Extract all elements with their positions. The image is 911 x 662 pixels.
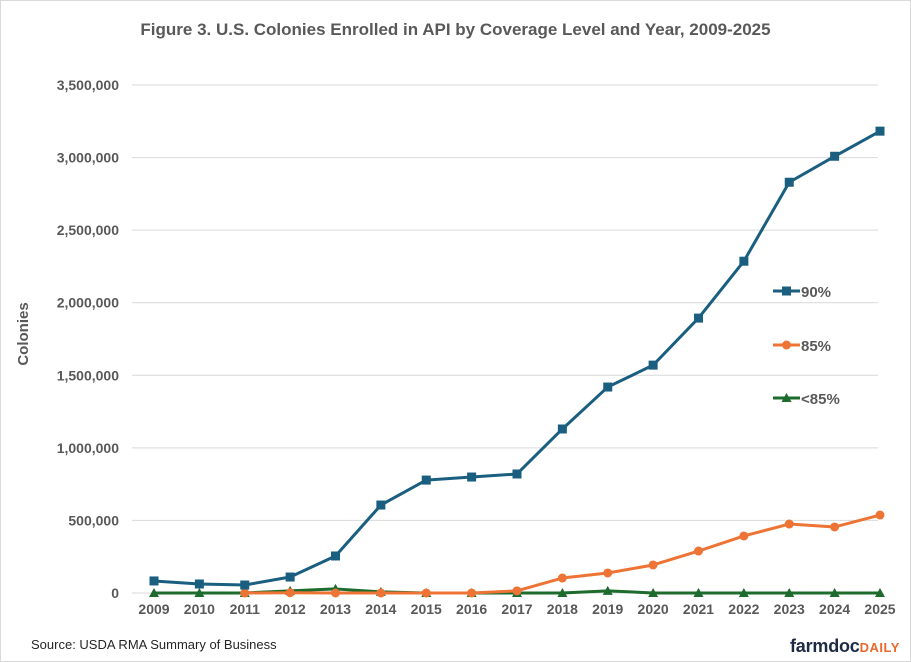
legend-label: 85% bbox=[801, 338, 831, 355]
y-tick-label: 0 bbox=[111, 585, 119, 601]
legend-marker bbox=[782, 340, 791, 350]
series-85 bbox=[240, 510, 885, 598]
x-tick-label: 2013 bbox=[320, 601, 351, 617]
legend-marker bbox=[781, 393, 792, 402]
data-point bbox=[512, 469, 522, 479]
data-point bbox=[830, 522, 840, 532]
legend-item: <85% bbox=[773, 391, 840, 408]
data-point bbox=[829, 588, 840, 597]
data-point bbox=[557, 573, 567, 583]
data-point bbox=[784, 588, 795, 597]
data-point bbox=[467, 588, 477, 598]
data-point bbox=[875, 126, 885, 136]
data-point bbox=[739, 531, 749, 541]
x-tick-label: 2018 bbox=[547, 601, 578, 617]
data-point bbox=[557, 424, 567, 434]
y-tick-label: 2,500,000 bbox=[57, 222, 119, 238]
data-point bbox=[738, 588, 749, 597]
data-point bbox=[421, 475, 431, 485]
x-tick-label: 2014 bbox=[365, 601, 396, 617]
data-point bbox=[467, 472, 477, 482]
data-point bbox=[331, 551, 340, 561]
data-point bbox=[240, 588, 250, 598]
logo-accent: DAILY bbox=[859, 640, 900, 655]
x-tick-label: 2021 bbox=[683, 601, 714, 617]
data-point bbox=[149, 588, 159, 597]
y-tick-label: 2,000,000 bbox=[57, 295, 119, 311]
legend-label: 90% bbox=[801, 284, 831, 301]
x-tick-label: 2015 bbox=[411, 601, 442, 617]
x-tick-label: 2011 bbox=[230, 601, 261, 617]
data-point bbox=[603, 568, 613, 578]
data-point bbox=[648, 588, 659, 597]
y-axis-label: Colonies bbox=[15, 302, 32, 365]
data-point bbox=[149, 576, 159, 586]
x-tick-label: 2012 bbox=[275, 601, 306, 617]
data-point bbox=[194, 588, 205, 597]
farmdoc-logo: farmdocDAILY bbox=[790, 636, 900, 657]
data-point bbox=[648, 560, 658, 570]
y-tick-label: 1,000,000 bbox=[57, 440, 119, 456]
data-point bbox=[875, 510, 885, 520]
x-tick-label: 2017 bbox=[501, 601, 532, 617]
x-tick-label: 2025 bbox=[864, 601, 895, 617]
data-point bbox=[285, 588, 295, 598]
data-point bbox=[693, 588, 704, 597]
data-point bbox=[784, 519, 794, 529]
data-point bbox=[830, 151, 840, 161]
data-point bbox=[512, 586, 522, 596]
data-point bbox=[557, 588, 568, 597]
data-point bbox=[648, 360, 658, 370]
data-point bbox=[875, 588, 885, 597]
series-90 bbox=[149, 126, 885, 590]
chart-title: Figure 3. U.S. Colonies Enrolled in API … bbox=[140, 20, 771, 39]
y-tick-label: 3,500,000 bbox=[57, 77, 119, 93]
data-point bbox=[694, 313, 703, 323]
data-point bbox=[603, 382, 613, 392]
data-point bbox=[739, 256, 749, 266]
gridlines bbox=[132, 84, 878, 594]
legend-label: <85% bbox=[801, 391, 840, 408]
data-point bbox=[240, 580, 250, 590]
legend: 90% 85% <85% bbox=[773, 284, 840, 408]
legend-marker bbox=[782, 286, 791, 296]
y-tick-label: 3,000,000 bbox=[57, 150, 119, 166]
x-tick-label: 2009 bbox=[138, 601, 169, 617]
data-point bbox=[694, 546, 703, 556]
x-tick-label: 2016 bbox=[456, 601, 487, 617]
data-point bbox=[285, 572, 295, 582]
y-axis-ticks: 0 500,000 1,000,000 1,500,000 2,000,000 2,500… bbox=[57, 77, 120, 601]
data-point bbox=[784, 177, 794, 187]
legend-item: 85% bbox=[773, 338, 831, 355]
x-tick-label: 2023 bbox=[774, 601, 805, 617]
x-tick-label: 2019 bbox=[592, 601, 623, 617]
data-point bbox=[602, 585, 613, 595]
series-group bbox=[149, 126, 885, 598]
data-point bbox=[194, 579, 204, 589]
logo-main: farmdoc bbox=[790, 636, 860, 656]
y-tick-label: 1,500,000 bbox=[57, 367, 119, 383]
data-point bbox=[331, 588, 340, 598]
x-axis-ticks: 2009 2010 2011 2012 2013 2014 2015 2016 2017 2018… bbox=[138, 601, 895, 617]
x-tick-label: 2024 bbox=[819, 601, 850, 617]
x-tick-label: 2022 bbox=[728, 601, 759, 617]
data-point bbox=[421, 588, 431, 598]
x-tick-label: 2020 bbox=[638, 601, 669, 617]
source-note: Source: USDA RMA Summary of Business bbox=[31, 637, 277, 652]
series-line bbox=[153, 129, 881, 587]
legend-item: 90% bbox=[773, 284, 831, 301]
x-tick-label: 2010 bbox=[184, 601, 215, 617]
data-point bbox=[376, 500, 386, 510]
data-point bbox=[376, 588, 386, 598]
y-tick-label: 500,000 bbox=[68, 512, 119, 528]
